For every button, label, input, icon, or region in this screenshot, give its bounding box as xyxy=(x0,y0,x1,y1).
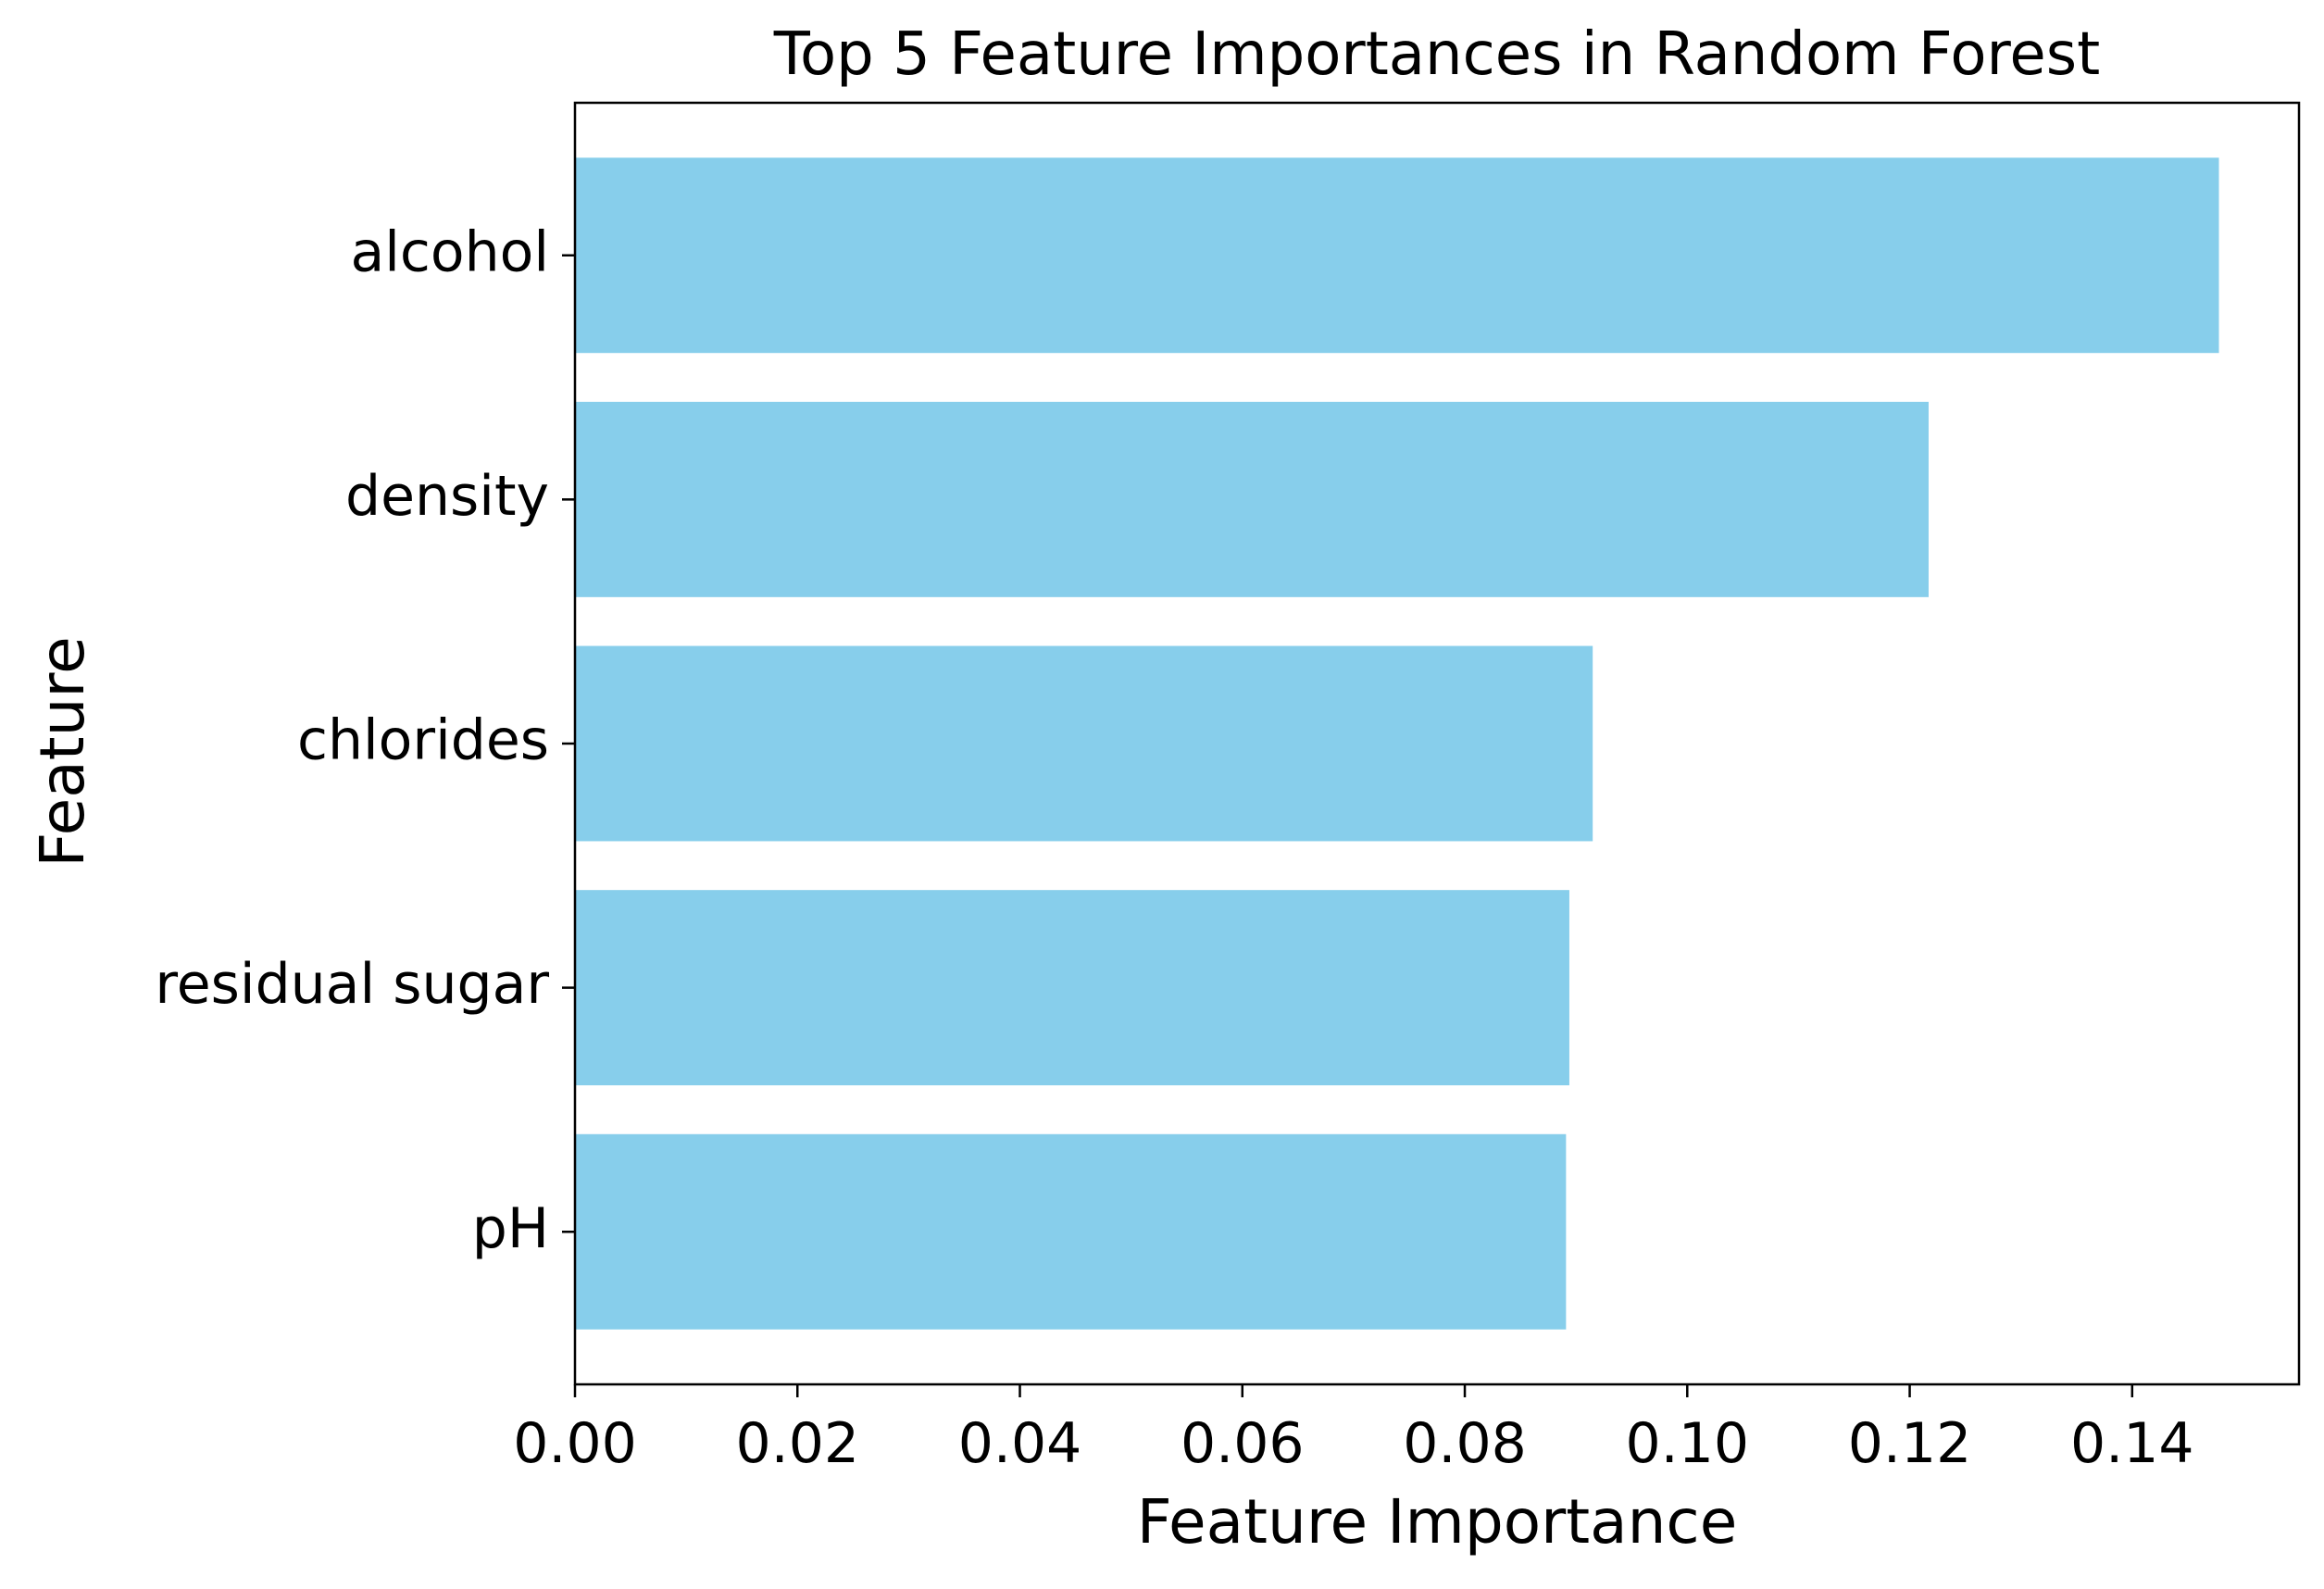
bar-ph xyxy=(575,1133,1567,1330)
bar-alcohol xyxy=(575,157,2219,354)
y-tick-label: chlorides xyxy=(297,708,549,773)
x-tick-label: 0.10 xyxy=(1625,1411,1749,1476)
x-tick-label: 0.06 xyxy=(1181,1411,1305,1476)
x-tick-label: 0.14 xyxy=(2070,1411,2194,1476)
y-axis-label: Feature xyxy=(27,636,98,867)
bar-residual-sugar xyxy=(575,890,1569,1086)
ticks-layer: alcohol density chlorides residual sugar pH 0… xyxy=(155,219,2193,1476)
x-tick-label: 0.04 xyxy=(958,1411,1082,1476)
x-tick-label: 0.00 xyxy=(513,1411,637,1476)
y-tick-label: density xyxy=(345,464,549,529)
plot-frame xyxy=(573,101,2301,1386)
x-tick-label: 0.02 xyxy=(735,1411,859,1476)
y-tick-label: alcohol xyxy=(350,219,549,284)
x-tick-label: 0.08 xyxy=(1403,1411,1527,1476)
x-axis-label: Feature Importance xyxy=(1137,1486,1738,1558)
y-tick-label: residual sugar xyxy=(155,952,549,1017)
x-tick-label: 0.12 xyxy=(1848,1411,1972,1476)
bar-chlorides xyxy=(575,645,1593,842)
y-tick-label: pH xyxy=(472,1196,549,1261)
chart-title: Top 5 Feature Importances in Random Fore… xyxy=(773,20,2100,89)
bar-density xyxy=(575,401,1929,597)
bars-layer xyxy=(575,157,2219,1330)
